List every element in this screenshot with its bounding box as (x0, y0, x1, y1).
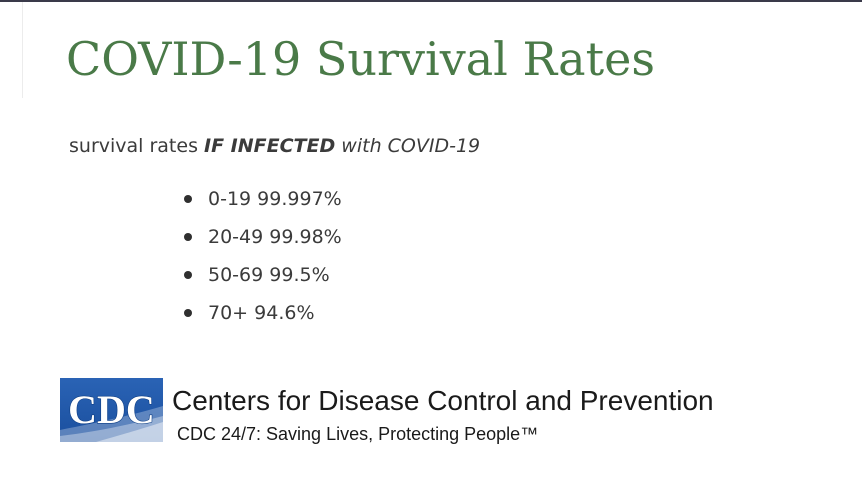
survival-rates-list: 0-19 99.997% 20-49 99.98% 50-69 99.5% 70… (184, 180, 342, 332)
survival-rate: 94.6% (254, 302, 315, 324)
logo-text: CDC (68, 387, 155, 432)
page-title: COVID-19 Survival Rates (66, 32, 655, 86)
survival-rate: 99.98% (269, 226, 342, 248)
organization-name: Centers for Disease Control and Preventi… (172, 385, 714, 416)
age-group: 70+ (208, 302, 249, 324)
list-item: 50-69 99.5% (184, 256, 342, 294)
top-border (0, 0, 862, 2)
age-group: 50-69 (208, 264, 264, 286)
left-border (22, 2, 23, 98)
subtitle-emphasis: IF INFECTED (204, 135, 336, 157)
bullet-icon (184, 195, 192, 203)
list-item: 0-19 99.997% (184, 180, 342, 218)
subtitle-prefix: survival rates (69, 135, 205, 157)
age-group: 20-49 (208, 226, 264, 248)
organization-tagline: CDC 24/7: Saving Lives, Protecting Peopl… (177, 424, 539, 444)
survival-rate: 99.997% (257, 188, 342, 210)
list-item: 70+ 94.6% (184, 294, 342, 332)
bullet-icon (184, 271, 192, 279)
bullet-icon (184, 233, 192, 241)
list-item: 20-49 99.98% (184, 218, 342, 256)
age-group: 0-19 (208, 188, 252, 210)
survival-rates-subtitle: survival rates IF INFECTED with COVID-19 (69, 133, 480, 159)
cdc-logo-icon: CDC (60, 378, 163, 442)
bullet-icon (184, 309, 192, 317)
survival-rate: 99.5% (269, 264, 330, 286)
subtitle-suffix: with COVID-19 (335, 135, 481, 157)
